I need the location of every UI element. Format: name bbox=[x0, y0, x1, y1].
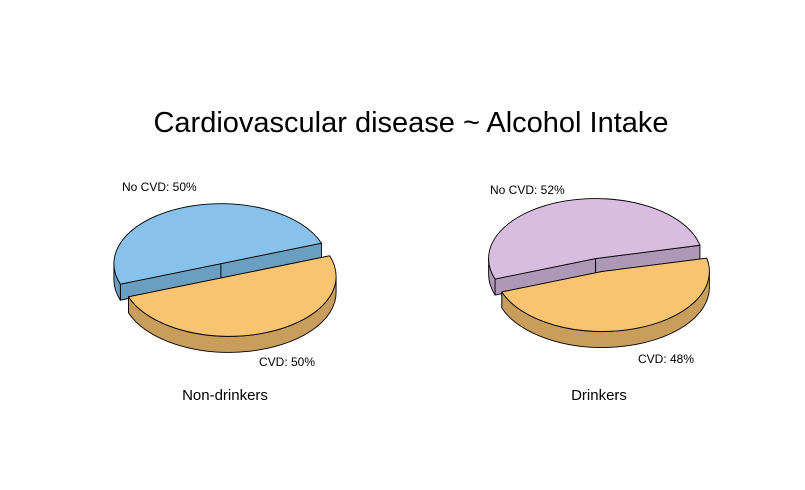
pie-drinkers: No CVD: 52% CVD: 48% Drinkers bbox=[488, 183, 710, 404]
slice-top-cvd bbox=[128, 255, 337, 337]
slice-label-cvd: CVD: 50% bbox=[259, 355, 315, 369]
slice-top-no-cvd bbox=[113, 203, 322, 285]
pie-caption-drinkers: Drinkers bbox=[571, 387, 627, 404]
slice-label-cvd: CVD: 48% bbox=[638, 352, 694, 366]
pie-non-drinkers: No CVD: 50% CVD: 50% Non-drinkers bbox=[113, 180, 337, 404]
slice-top-cvd bbox=[501, 257, 710, 332]
slice-label-no-cvd: No CVD: 52% bbox=[490, 183, 565, 197]
slice-no-cvd bbox=[113, 203, 322, 301]
chart-title: Cardiovascular disease ~ Alcohol Intake bbox=[153, 107, 668, 139]
slice-no-cvd bbox=[488, 198, 701, 296]
slice-label-no-cvd: No CVD: 50% bbox=[122, 180, 197, 194]
slice-cvd bbox=[128, 255, 337, 353]
slice-cvd bbox=[501, 257, 710, 348]
pie-caption-non-drinkers: Non-drinkers bbox=[182, 387, 268, 404]
slice-top-no-cvd bbox=[488, 198, 701, 280]
